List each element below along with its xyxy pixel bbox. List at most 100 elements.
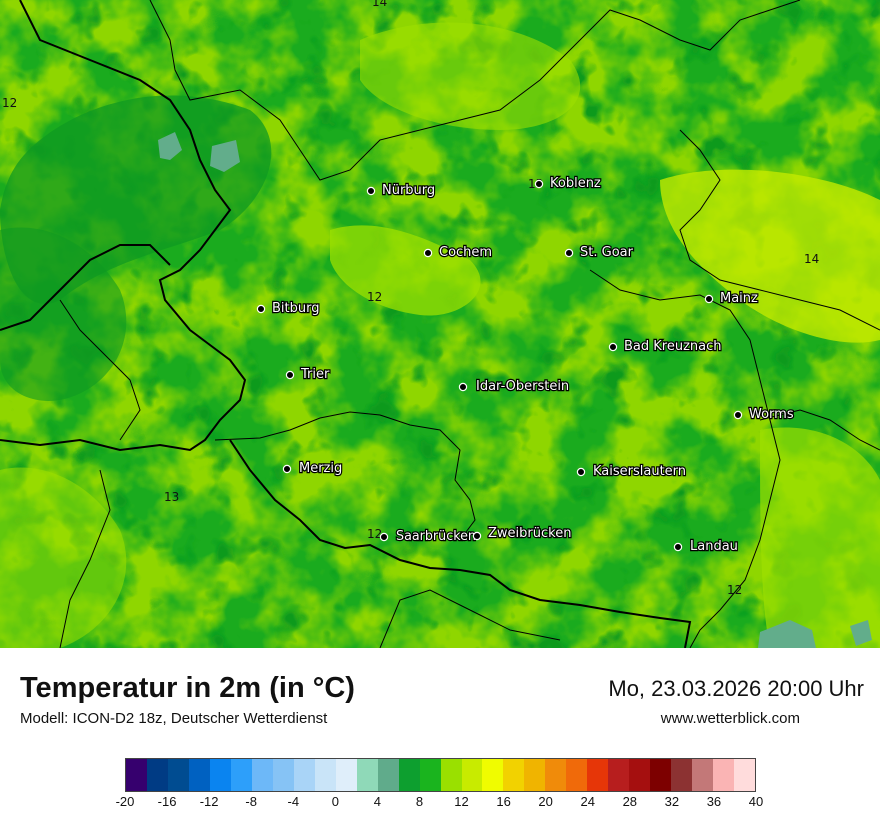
city-label: Worms bbox=[749, 407, 794, 422]
city-dot bbox=[608, 342, 618, 352]
isoline-label: 12 bbox=[2, 96, 17, 110]
city-label: St. Goar bbox=[580, 245, 634, 260]
color-swatch bbox=[671, 759, 693, 791]
city-bitburg: Bitburg bbox=[256, 300, 321, 317]
temperature-map: 14 12 13 14 12 13 12 12 Nürburg Koblenz … bbox=[0, 0, 880, 648]
city-dot bbox=[673, 542, 683, 552]
scale-tick-label: -12 bbox=[199, 794, 219, 809]
city-label: Bad Kreuznach bbox=[624, 339, 722, 354]
region-north-warm bbox=[360, 22, 581, 130]
color-swatch bbox=[188, 759, 210, 791]
scale-tick-label: -4 bbox=[287, 794, 300, 809]
city-dot bbox=[576, 467, 586, 477]
city-dot bbox=[423, 248, 433, 258]
color-scale bbox=[125, 758, 756, 792]
city-cochem: Cochem bbox=[423, 244, 493, 261]
state-border-north bbox=[149, 0, 801, 181]
city-dot bbox=[379, 532, 389, 542]
color-swatch bbox=[566, 759, 588, 791]
city-dot bbox=[458, 382, 468, 392]
city-dot bbox=[733, 410, 743, 420]
isoline-label: 14 bbox=[372, 0, 387, 9]
city-label: Trier bbox=[300, 367, 330, 382]
scale-tick-label: 8 bbox=[415, 794, 424, 809]
region-rhine-warm bbox=[660, 169, 880, 343]
region-south-warm bbox=[760, 427, 880, 648]
color-swatch bbox=[629, 759, 651, 791]
city-zweibrucken: Zweibrücken bbox=[472, 525, 573, 542]
scale-tick-label: -8 bbox=[245, 794, 257, 809]
city-bad-kreuznach: Bad Kreuznach bbox=[608, 338, 723, 355]
color-swatch bbox=[461, 759, 483, 791]
city-dot bbox=[704, 294, 714, 304]
color-swatch bbox=[398, 759, 420, 791]
cold-patch-4 bbox=[850, 620, 872, 646]
city-saarbrucken: Saarbrücken bbox=[379, 528, 477, 545]
scale-tick-label: 20 bbox=[538, 794, 553, 809]
city-label: Landau bbox=[690, 539, 738, 554]
color-swatch bbox=[482, 759, 504, 791]
color-swatch bbox=[587, 759, 609, 791]
page-title: Temperatur in 2m (in °C) bbox=[20, 672, 355, 704]
color-swatch bbox=[650, 759, 672, 791]
color-swatch bbox=[377, 759, 399, 791]
region-northwest-cool bbox=[0, 227, 127, 401]
color-swatch bbox=[356, 759, 378, 791]
state-border-hesse bbox=[679, 129, 880, 331]
color-swatch bbox=[209, 759, 231, 791]
scale-tick-label: 12 bbox=[454, 794, 469, 809]
color-swatch bbox=[440, 759, 462, 791]
scale-tick-label: 24 bbox=[580, 794, 595, 809]
state-border-bw bbox=[759, 409, 880, 451]
isoline-label: 13 bbox=[164, 490, 179, 504]
city-label: Merzig bbox=[299, 461, 342, 476]
city-label: Bitburg bbox=[272, 301, 320, 316]
city-label: Saarbrücken bbox=[396, 529, 476, 544]
city-dot bbox=[256, 304, 266, 314]
region-southwest-warm bbox=[0, 467, 127, 648]
color-scale-ticks: -20 -16 -12 -8 -4 0 4 8 12 16 20 24 28 32 36 40 bbox=[116, 794, 764, 814]
city-label: Idar-Oberstein bbox=[476, 379, 569, 394]
color-swatch bbox=[734, 759, 756, 791]
city-mainz: Mainz bbox=[704, 290, 759, 307]
cold-patch-2 bbox=[210, 140, 240, 172]
city-label: Kaiserslautern bbox=[593, 464, 686, 479]
website-link[interactable]: www.wetterblick.com bbox=[660, 710, 800, 727]
national-border bbox=[0, 0, 247, 452]
city-label: Koblenz bbox=[550, 176, 601, 191]
color-swatch bbox=[419, 759, 441, 791]
city-kaiserslautern: Kaiserslautern bbox=[576, 463, 687, 480]
city-trier: Trier bbox=[285, 366, 331, 383]
isoline-label: 12 bbox=[727, 583, 742, 597]
city-st-goar: St. Goar bbox=[564, 244, 635, 261]
color-swatch bbox=[230, 759, 252, 791]
scale-tick-label: 40 bbox=[748, 794, 764, 809]
isoline-label: 12 bbox=[367, 527, 382, 541]
national-border-south bbox=[229, 439, 692, 648]
isoline-label: 14 bbox=[804, 252, 819, 266]
scale-tick-label: 36 bbox=[706, 794, 722, 809]
city-worms: Worms bbox=[733, 406, 795, 423]
color-swatch bbox=[608, 759, 630, 791]
state-border-fr bbox=[59, 469, 561, 648]
city-label: Cochem bbox=[439, 245, 492, 260]
city-merzig: Merzig bbox=[282, 460, 343, 477]
state-border-lux bbox=[59, 299, 141, 441]
color-swatch bbox=[524, 759, 546, 791]
isoline-label: 12 bbox=[367, 290, 382, 304]
city-dot bbox=[282, 464, 292, 474]
city-nurburg: Nürburg bbox=[366, 182, 436, 199]
color-swatch bbox=[545, 759, 567, 791]
color-swatch bbox=[272, 759, 294, 791]
color-swatch bbox=[314, 759, 336, 791]
scale-tick-label: 0 bbox=[331, 794, 339, 809]
forecast-datetime: Mo, 23.03.2026 20:00 Uhr bbox=[608, 676, 864, 701]
scale-tick-label: -16 bbox=[157, 794, 177, 809]
color-swatch bbox=[503, 759, 525, 791]
scale-tick-label: 4 bbox=[373, 794, 382, 809]
region-mosel-warm bbox=[330, 225, 481, 316]
scale-tick-label: 28 bbox=[622, 794, 638, 809]
city-dot bbox=[285, 370, 295, 380]
scale-tick-label: 32 bbox=[664, 794, 680, 809]
city-idar-oberstein: Idar-Oberstein bbox=[458, 378, 570, 395]
